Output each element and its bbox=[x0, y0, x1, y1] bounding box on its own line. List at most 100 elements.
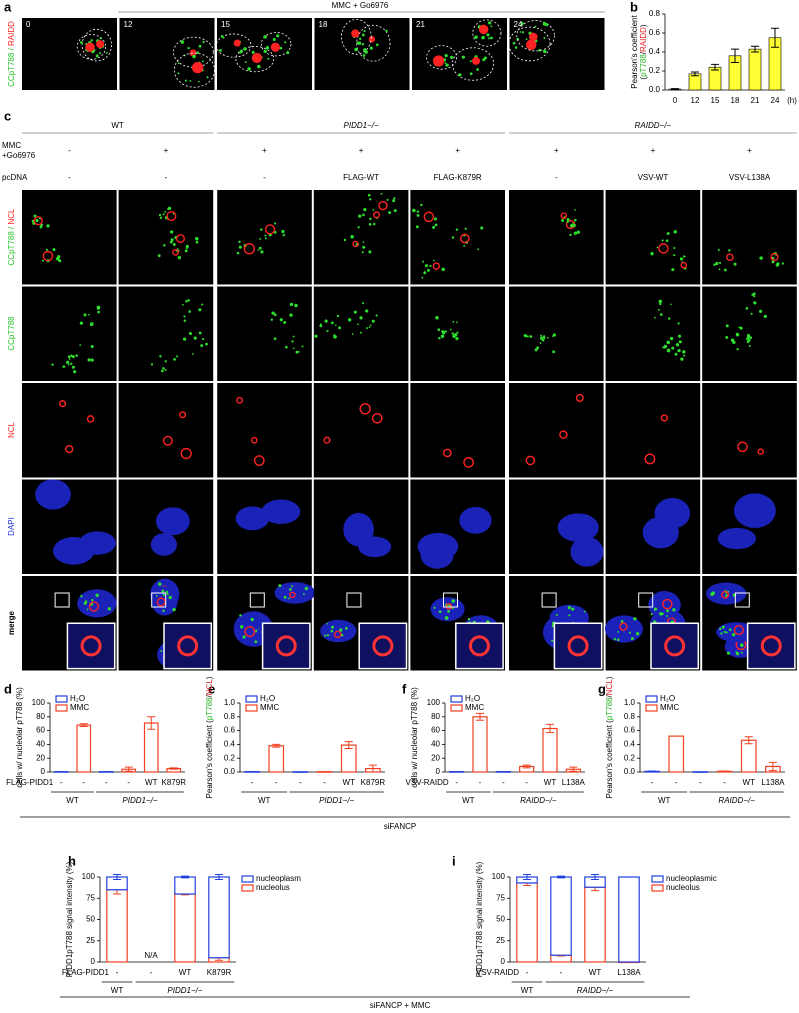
treatment: + bbox=[554, 146, 559, 155]
dot bbox=[177, 255, 182, 260]
y-axis-label-main: PIDD1pT788 signal intensity (%) bbox=[475, 861, 484, 977]
dot bbox=[161, 369, 164, 373]
dot bbox=[367, 193, 371, 197]
bar bbox=[98, 771, 114, 773]
dot bbox=[677, 322, 680, 325]
error-bar bbox=[169, 767, 178, 770]
dot bbox=[173, 358, 176, 361]
nucleolus bbox=[372, 211, 381, 219]
dot bbox=[534, 25, 537, 28]
dot bbox=[319, 324, 323, 328]
image-bg bbox=[22, 286, 117, 381]
dot bbox=[79, 321, 84, 325]
dot bbox=[68, 364, 70, 366]
dot bbox=[650, 613, 653, 616]
dot bbox=[733, 262, 737, 266]
error-bar bbox=[147, 716, 156, 730]
error-bar bbox=[181, 875, 189, 879]
dot bbox=[334, 324, 337, 327]
dot bbox=[675, 343, 680, 347]
nucleolus bbox=[166, 210, 177, 222]
x-tick-label: - bbox=[455, 778, 458, 787]
dot bbox=[80, 595, 83, 598]
dot bbox=[201, 60, 204, 63]
dot bbox=[721, 625, 725, 629]
dot bbox=[386, 198, 389, 201]
panel-letter: c bbox=[4, 108, 11, 123]
dot bbox=[90, 39, 93, 42]
dot bbox=[542, 335, 546, 338]
nucleolus bbox=[733, 624, 744, 636]
dot bbox=[219, 49, 222, 52]
image-bg bbox=[314, 18, 410, 90]
micrograph bbox=[509, 190, 604, 285]
y-tick-label: 0.0 bbox=[649, 85, 661, 94]
legend-swatch bbox=[245, 695, 258, 703]
nucleolus bbox=[244, 626, 256, 638]
y-axis-label-main: Pearson's coefficient bbox=[605, 723, 614, 799]
dot bbox=[539, 342, 542, 344]
nucleolus bbox=[721, 590, 730, 599]
dot bbox=[723, 630, 726, 634]
dot bbox=[671, 346, 675, 350]
dot bbox=[451, 607, 454, 610]
error-bar bbox=[768, 761, 777, 772]
nucleolus bbox=[680, 261, 688, 269]
micrograph bbox=[313, 479, 409, 574]
panel-a-label-part: / bbox=[7, 46, 16, 53]
dot bbox=[289, 302, 294, 307]
dot bbox=[520, 22, 524, 26]
micrograph bbox=[702, 383, 797, 478]
micrograph bbox=[605, 479, 701, 574]
dot bbox=[739, 326, 743, 330]
nucleus bbox=[358, 536, 392, 558]
dot bbox=[247, 67, 251, 71]
dot bbox=[725, 594, 728, 598]
nucleolus bbox=[86, 415, 95, 423]
dot bbox=[719, 627, 722, 631]
y-axis-label: Pearson's coefficient bbox=[630, 15, 639, 89]
dot bbox=[185, 299, 188, 303]
dot bbox=[88, 313, 90, 316]
bar bbox=[740, 739, 757, 773]
nucleolus bbox=[442, 448, 452, 458]
dot bbox=[258, 246, 262, 250]
nucleolus bbox=[559, 430, 568, 439]
dot bbox=[162, 609, 165, 613]
bar bbox=[316, 771, 333, 773]
dot bbox=[343, 238, 347, 242]
dot bbox=[477, 248, 479, 251]
error-bar bbox=[591, 873, 599, 881]
nucleolus bbox=[472, 56, 481, 65]
dot bbox=[198, 331, 202, 335]
y-label-part: RAIDD bbox=[639, 27, 648, 52]
dot bbox=[279, 318, 283, 322]
inset-box bbox=[346, 592, 362, 608]
micrograph bbox=[509, 383, 604, 478]
dot bbox=[286, 51, 290, 55]
micrograph bbox=[410, 190, 505, 285]
inset bbox=[358, 622, 408, 670]
dot bbox=[551, 639, 554, 642]
dot bbox=[265, 45, 270, 50]
error-bar bbox=[124, 766, 133, 772]
micrograph bbox=[410, 576, 505, 671]
bar bbox=[244, 771, 260, 773]
dot bbox=[291, 340, 294, 343]
error-bar bbox=[711, 63, 719, 71]
dot bbox=[669, 336, 674, 341]
y-axis-label: cells w/ nucleolar pT788 (%) bbox=[410, 687, 419, 788]
inset-ring bbox=[177, 635, 199, 657]
dot bbox=[260, 228, 263, 231]
error-bar bbox=[215, 873, 223, 881]
dot bbox=[420, 203, 423, 207]
dot bbox=[451, 332, 455, 335]
dot bbox=[731, 633, 736, 637]
row-label: FLAG-PIDD1 bbox=[62, 968, 110, 977]
dot bbox=[573, 218, 577, 222]
y-tick-label: 0.6 bbox=[224, 726, 236, 735]
nucleolus bbox=[176, 234, 186, 244]
dot bbox=[371, 319, 375, 323]
micrograph bbox=[217, 190, 312, 285]
channel-label-part: NCL bbox=[7, 421, 16, 438]
